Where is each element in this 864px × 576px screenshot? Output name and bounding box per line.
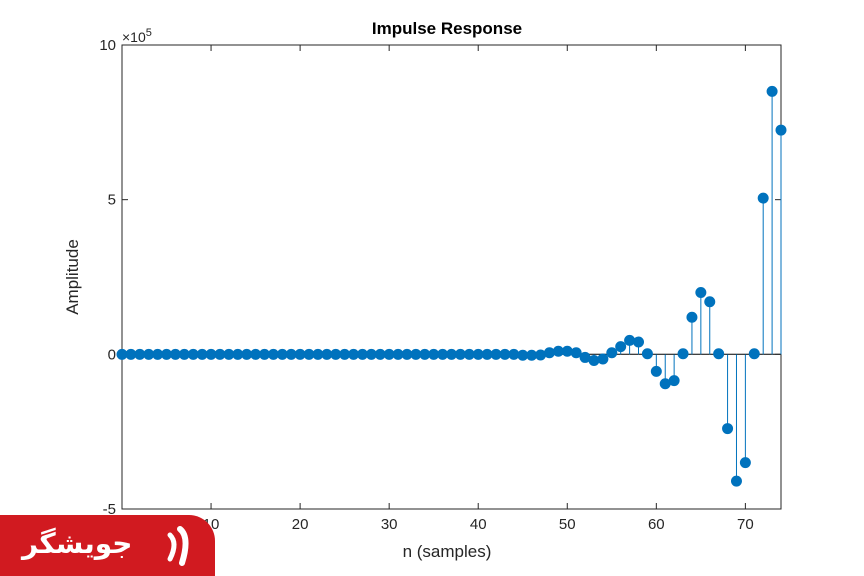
x-tick-label: 30 [381,516,398,533]
x-tick-label: 20 [292,516,309,533]
x-tick-label: 50 [559,516,576,533]
stem-marker [677,348,689,360]
x-tick-label: 40 [470,516,487,533]
plot-area [121,44,782,510]
y-axis-label: Amplitude [63,239,82,315]
axes-box [121,44,782,510]
stem-marker [695,286,707,298]
stem-series [116,85,787,487]
chart-title: Impulse Response [372,19,522,38]
y-tick-label: 10 [99,37,116,54]
stem-marker [766,85,778,97]
y-exponent-base: ×10 [122,29,146,45]
stem-marker [570,347,582,359]
x-axis-label: n (samples) [403,542,492,561]
y-tick-label: 0 [108,346,116,363]
x-tick-label: 60 [648,516,665,533]
stem-marker [748,348,760,360]
stem-marker [597,353,609,365]
stem-marker [624,334,636,346]
stem-marker [650,365,662,377]
stem-marker [633,336,645,348]
stem-marker [757,192,769,204]
stem-marker [615,341,627,353]
y-exponent-power: 5 [146,27,152,39]
stem-marker [713,348,725,360]
x-tick-label: 70 [737,516,754,533]
y-exponent-label: ×105 [122,27,152,45]
watermark-badge: جویشگر [0,515,215,576]
stem-marker [686,311,698,323]
stem-marker [535,349,547,361]
y-tick-label: -5 [103,501,116,518]
stem-marker [730,475,742,487]
stem-marker [561,345,573,357]
watermark-logo-icon [167,526,189,566]
stem-marker [775,124,787,136]
stem-marker [606,347,618,359]
stem-marker [668,375,680,387]
stem-marker [543,347,555,359]
y-tick-label: 5 [108,192,116,209]
stem-marker [722,423,734,435]
watermark-text: جویشگر [22,527,133,560]
stem-marker [704,296,716,308]
stem-marker [641,348,653,360]
stem-marker [739,457,751,469]
stem-marker [588,355,600,367]
